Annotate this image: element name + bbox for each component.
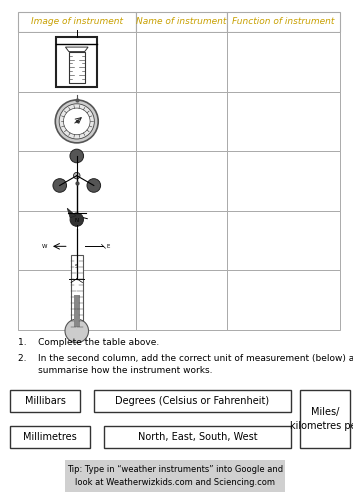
Bar <box>18 211 136 270</box>
Bar <box>136 211 227 270</box>
Bar <box>18 12 136 32</box>
Circle shape <box>70 213 83 226</box>
Text: Miles/
kilometres per: Miles/ kilometres per <box>290 408 353 430</box>
Bar <box>136 151 227 211</box>
Bar <box>10 390 80 412</box>
Circle shape <box>53 178 66 192</box>
Bar <box>10 426 90 448</box>
Circle shape <box>65 319 89 342</box>
Text: Image of instrument: Image of instrument <box>31 18 123 26</box>
Bar <box>227 151 340 211</box>
Text: Function of instrument: Function of instrument <box>233 18 335 26</box>
Bar <box>227 32 340 92</box>
Bar <box>94 390 291 412</box>
Text: Millimetres: Millimetres <box>23 432 77 442</box>
Text: summarise how the instrument works.: summarise how the instrument works. <box>18 366 213 375</box>
Polygon shape <box>65 47 88 52</box>
Bar <box>104 426 291 448</box>
Circle shape <box>59 104 94 139</box>
Bar <box>18 32 136 92</box>
Bar <box>227 92 340 151</box>
Text: North, East, South, West: North, East, South, West <box>138 432 257 442</box>
Text: N: N <box>75 218 79 223</box>
Bar <box>136 32 227 92</box>
Bar <box>300 390 350 448</box>
Text: E: E <box>106 244 110 249</box>
Bar <box>136 12 227 32</box>
Circle shape <box>70 149 84 163</box>
Bar <box>71 255 83 328</box>
Text: Degrees (Celsius or Fahrenheit): Degrees (Celsius or Fahrenheit) <box>115 396 270 406</box>
Bar <box>18 92 136 151</box>
Bar <box>65 460 285 492</box>
Text: Millibars: Millibars <box>25 396 65 406</box>
Text: Tip: Type in “weather instruments” into Google and
look at Weatherwizkids.com an: Tip: Type in “weather instruments” into … <box>67 465 283 487</box>
Bar <box>136 270 227 330</box>
Text: 1.    Complete the table above.: 1. Complete the table above. <box>18 338 159 347</box>
Text: Name of instrument: Name of instrument <box>136 18 227 26</box>
Bar <box>18 270 136 330</box>
Text: S: S <box>75 264 78 269</box>
Bar <box>227 12 340 32</box>
Text: W: W <box>42 244 47 249</box>
Circle shape <box>73 172 80 179</box>
Bar <box>227 270 340 330</box>
Bar <box>74 295 80 328</box>
Bar <box>227 211 340 270</box>
Bar <box>56 37 97 86</box>
Circle shape <box>87 178 101 192</box>
Bar <box>69 52 85 84</box>
Polygon shape <box>67 208 76 218</box>
Circle shape <box>64 108 90 134</box>
Bar <box>18 151 136 211</box>
Circle shape <box>55 100 98 143</box>
Bar <box>136 92 227 151</box>
Text: 2.    In the second column, add the correct unit of measurement (below) and: 2. In the second column, add the correct… <box>18 354 353 363</box>
